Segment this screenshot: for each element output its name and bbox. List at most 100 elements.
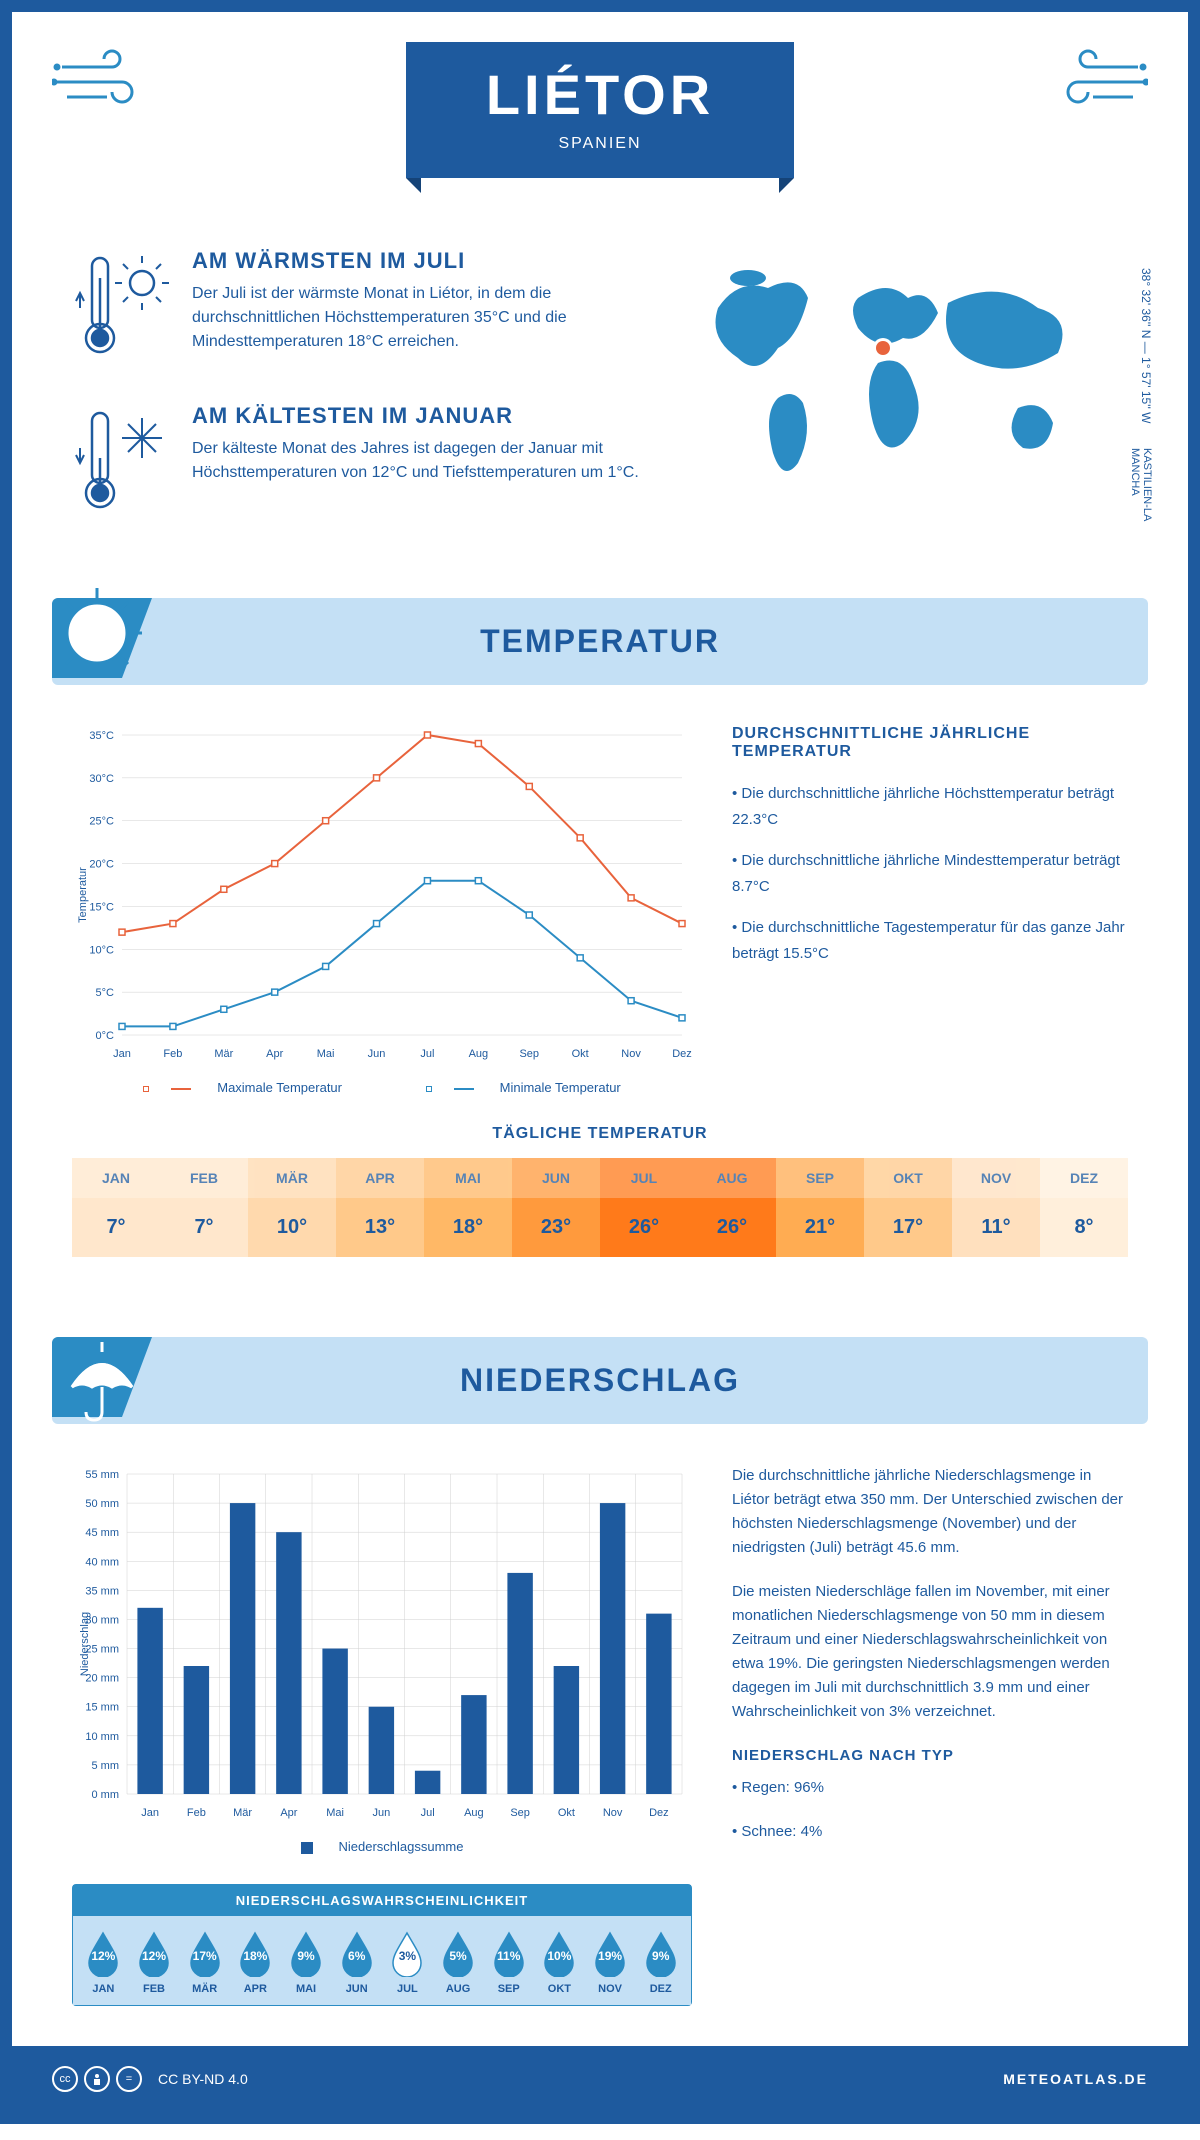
sun-icon	[42, 578, 162, 698]
temp-info-title: DURCHSCHNITTLICHE JÄHRLICHE TEMPERATUR	[732, 725, 1128, 761]
prob-cell: 5%AUG	[433, 1931, 484, 1995]
temperature-legend: Maximale Temperatur Minimale Temperatur	[72, 1080, 692, 1095]
daily-temp-table: JAN7°FEB7°MÄR10°APR13°MAI18°JUN23°JUL26°…	[72, 1158, 1128, 1257]
daily-temp-cell: FEB7°	[160, 1158, 248, 1257]
prob-cell: 12%JAN	[78, 1931, 129, 1995]
raindrop-icon: 17%	[187, 1931, 223, 1977]
raindrop-icon: 11%	[491, 1931, 527, 1977]
warmest-title: AM WÄRMSTEN IM JULI	[192, 248, 648, 274]
precip-type-title: NIEDERSCHLAG NACH TYP	[732, 1744, 1128, 1768]
country-name: SPANIEN	[486, 135, 714, 153]
wind-icon-right	[1038, 42, 1148, 127]
svg-text:Feb: Feb	[163, 1048, 182, 1060]
svg-text:Nov: Nov	[603, 1807, 623, 1819]
svg-text:25°C: 25°C	[89, 816, 114, 828]
temperature-chart: 0°C5°C10°C15°C20°C25°C30°C35°CJanFebMärA…	[72, 725, 692, 1095]
svg-text:Dez: Dez	[672, 1048, 692, 1060]
svg-text:0°C: 0°C	[96, 1030, 115, 1042]
intro-section: AM WÄRMSTEN IM JULI Der Juli ist der wär…	[12, 228, 1188, 598]
precipitation-legend: Niederschlagssumme	[72, 1839, 692, 1854]
title-banner: LIÉTOR SPANIEN	[406, 42, 794, 178]
svg-text:Jul: Jul	[421, 1807, 435, 1819]
svg-text:Temperatur: Temperatur	[77, 867, 89, 923]
precipitation-section-bar: NIEDERSCHLAG	[52, 1337, 1148, 1424]
svg-text:Apr: Apr	[266, 1048, 283, 1060]
prob-cell: 9%DEZ	[635, 1931, 686, 1995]
svg-text:15 mm: 15 mm	[85, 1702, 119, 1714]
raindrop-icon: 5%	[440, 1931, 476, 1977]
svg-text:Feb: Feb	[187, 1807, 206, 1819]
svg-text:Okt: Okt	[558, 1807, 575, 1819]
precipitation-info: Die durchschnittliche jährliche Niedersc…	[732, 1464, 1128, 2006]
footer: cc = CC BY-ND 4.0 METEOATLAS.DE	[12, 2046, 1188, 2112]
region-label: KASTILIEN-LA MANCHA	[1129, 448, 1153, 558]
coordinates: 38° 32' 36'' N — 1° 57' 15'' W	[1139, 268, 1153, 423]
svg-text:15°C: 15°C	[89, 901, 114, 913]
raindrop-icon: 12%	[136, 1931, 172, 1977]
prob-cell: 12%FEB	[129, 1931, 180, 1995]
svg-text:Okt: Okt	[572, 1048, 589, 1060]
license-icons: cc = CC BY-ND 4.0	[52, 2066, 248, 2092]
svg-text:50 mm: 50 mm	[85, 1498, 119, 1510]
svg-text:5°C: 5°C	[96, 987, 115, 999]
svg-text:Nov: Nov	[621, 1048, 641, 1060]
coldest-block: AM KÄLTESTEN IM JANUAR Der kälteste Mona…	[72, 403, 648, 528]
svg-text:Sep: Sep	[510, 1807, 530, 1819]
prob-cell: 11%SEP	[483, 1931, 534, 1995]
daily-temp-cell: MÄR10°	[248, 1158, 336, 1257]
prob-title: NIEDERSCHLAGSWAHRSCHEINLICHKEIT	[73, 1885, 691, 1916]
svg-text:Mär: Mär	[214, 1048, 233, 1060]
svg-text:Jul: Jul	[420, 1048, 434, 1060]
svg-text:35 mm: 35 mm	[85, 1585, 119, 1597]
prob-cell: 18%APR	[230, 1931, 281, 1995]
temperature-info: DURCHSCHNITTLICHE JÄHRLICHE TEMPERATUR •…	[732, 725, 1128, 1095]
prob-cell: 17%MÄR	[179, 1931, 230, 1995]
svg-text:Jan: Jan	[141, 1807, 159, 1819]
coldest-title: AM KÄLTESTEN IM JANUAR	[192, 403, 648, 429]
prob-cell: 10%OKT	[534, 1931, 585, 1995]
license-text: CC BY-ND 4.0	[158, 2071, 248, 2087]
temperature-title: TEMPERATUR	[52, 623, 1148, 660]
precipitation-title: NIEDERSCHLAG	[52, 1362, 1148, 1399]
daily-temp-cell: SEP21°	[776, 1158, 864, 1257]
raindrop-icon: 19%	[592, 1931, 628, 1977]
daily-temp-cell: MAI18°	[424, 1158, 512, 1257]
coldest-text: Der kälteste Monat des Jahres ist dagege…	[192, 437, 648, 485]
svg-text:Jan: Jan	[113, 1048, 131, 1060]
daily-temp-cell: APR13°	[336, 1158, 424, 1257]
svg-text:20°C: 20°C	[89, 859, 114, 871]
svg-text:Jun: Jun	[373, 1807, 391, 1819]
raindrop-icon: 9%	[643, 1931, 679, 1977]
svg-text:Aug: Aug	[469, 1048, 489, 1060]
header: LIÉTOR SPANIEN	[12, 12, 1188, 228]
daily-temp-cell: JUN23°	[512, 1158, 600, 1257]
daily-temp-cell: AUG26°	[688, 1158, 776, 1257]
svg-text:10 mm: 10 mm	[85, 1731, 119, 1743]
svg-text:5 mm: 5 mm	[92, 1760, 120, 1772]
svg-text:10°C: 10°C	[89, 944, 114, 956]
svg-text:0 mm: 0 mm	[92, 1789, 120, 1801]
svg-text:Apr: Apr	[280, 1807, 297, 1819]
prob-cell: 19%NOV	[585, 1931, 636, 1995]
precipitation-probability-box: NIEDERSCHLAGSWAHRSCHEINLICHKEIT 12%JAN12…	[72, 1884, 692, 2006]
daily-temp-title: TÄGLICHE TEMPERATUR	[72, 1125, 1128, 1143]
by-icon	[84, 2066, 110, 2092]
warmest-block: AM WÄRMSTEN IM JULI Der Juli ist der wär…	[72, 248, 648, 373]
svg-text:40 mm: 40 mm	[85, 1556, 119, 1568]
prob-cell: 6%JUN	[331, 1931, 382, 1995]
thermometer-hot-icon	[72, 248, 172, 373]
daily-temp-cell: OKT17°	[864, 1158, 952, 1257]
svg-text:Aug: Aug	[464, 1807, 484, 1819]
thermometer-cold-icon	[72, 403, 172, 528]
site-name: METEOATLAS.DE	[1003, 2071, 1148, 2087]
cc-icon: cc	[52, 2066, 78, 2092]
precipitation-chart: 0 mm5 mm10 mm15 mm20 mm25 mm30 mm35 mm40…	[72, 1464, 692, 1854]
raindrop-icon: 3%	[389, 1931, 425, 1977]
nd-icon: =	[116, 2066, 142, 2092]
svg-text:Niederschlag: Niederschlag	[79, 1612, 91, 1676]
wind-icon-left	[52, 42, 162, 127]
raindrop-icon: 18%	[237, 1931, 273, 1977]
raindrop-icon: 6%	[339, 1931, 375, 1977]
raindrop-icon: 9%	[288, 1931, 324, 1977]
svg-text:Mai: Mai	[317, 1048, 335, 1060]
